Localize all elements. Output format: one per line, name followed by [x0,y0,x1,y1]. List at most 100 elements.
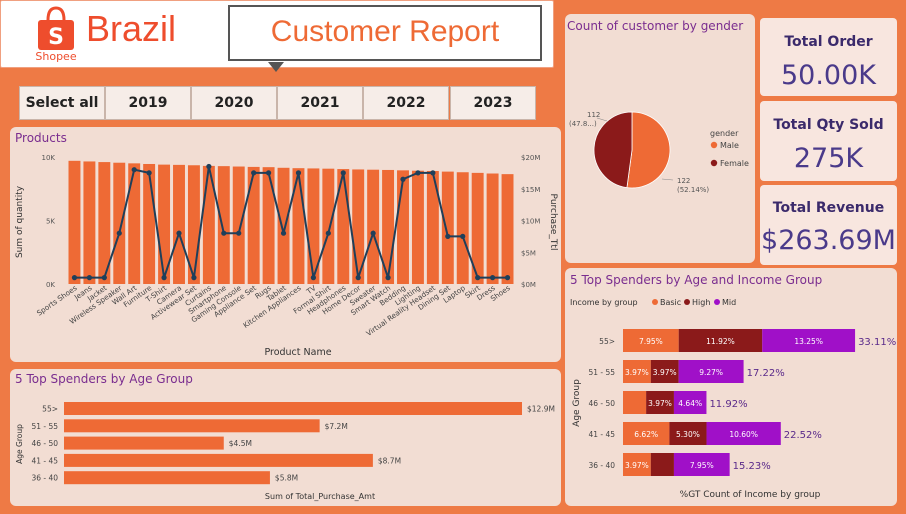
income-bar-mid [673,391,707,414]
product-bar [411,170,424,284]
slicer-year-2022[interactable]: 2022 [363,86,449,120]
legend-marker-male [710,141,718,149]
product-bar [337,169,350,284]
segment-value-label: 4.64% [678,399,702,408]
logo-label: Shopee [35,50,76,62]
y-tick-label: 10K [42,154,56,162]
gender-panel: Count of customer by gender 122 (52.14%) 11… [565,14,755,263]
product-bar [352,169,365,284]
age-category-label: 46 - 50 [31,439,58,448]
age-value-label: $12.9M [527,405,555,414]
y2-tick-label: $10M [521,218,540,226]
purchase-total-point [131,167,137,173]
purchase-total-point [370,230,376,236]
chart-title: Products [15,131,67,145]
kpi-label: Total Revenue [772,200,885,216]
slicer-year-2021[interactable]: 2021 [277,86,363,120]
product-bar [83,161,96,284]
segment-value-label: 5.30% [676,430,700,439]
product-bar [247,166,260,284]
product-bar [173,164,185,284]
product-bar [456,172,469,284]
slicer-year-2023[interactable]: 2023 [450,86,536,120]
row-total-label: 22.52% [784,430,822,441]
income-bar-mid [706,422,781,445]
slicer-year-2020[interactable]: 2020 [191,86,277,120]
legend-label-mid: Mid [722,298,736,307]
kpi-value: 50.00K [780,60,876,91]
age-category-label: 41 - 45 [588,430,615,439]
legend-title: Income by group [570,298,638,307]
age-bar [64,419,320,433]
product-bar [397,170,409,284]
kpi-value: 275K [793,143,864,174]
chart-title: 5 Top Spenders by Age and Income Group [570,273,822,287]
product-bar [292,168,305,284]
purchase-total-point [504,275,511,281]
x-axis-label: %GT Count of Income by group [680,490,821,500]
legend-label-high: High [692,298,710,307]
x-axis-label: Sum of Total_Purchase_Amt [265,492,375,501]
purchase-total-point [490,275,496,281]
slicer-year-2019[interactable]: 2019 [105,86,191,120]
product-bar [322,168,335,284]
purchase-total-point [206,163,212,170]
purchase-total-point [266,170,272,176]
age-category-label: 55> [42,405,58,414]
age-income-chart: 5 Top Spenders by Age and Income Group In… [570,273,896,500]
y-tick-label: 5K [46,218,55,226]
kpi-total-order: Total Order 50.00K [760,18,897,96]
segment-value-label: 6.62% [634,430,658,439]
age-category-label: 46 - 50 [588,399,615,408]
shopee-logo-icon: S Shopee [35,6,77,62]
purchase-total-point [400,176,406,182]
legend-label-female: Female [720,159,749,168]
age-income-panel: 5 Top Spenders by Age and Income Group In… [565,268,897,506]
product-bar [382,169,395,284]
age-category-label: 51 - 55 [31,422,58,431]
income-bar-high [650,453,674,476]
income-bar-basic [623,422,670,445]
age-bar [64,402,522,415]
purchase-total-point [221,230,227,236]
product-bar [262,167,275,284]
purchase-total-point [236,230,242,236]
income-bar-high [646,391,674,414]
y-axis-label: Age Group [15,424,24,464]
y2-axis-label: Purchase_Ttl [548,194,558,251]
income-bar-mid [673,453,730,476]
income-bar-basic [623,453,651,476]
product-bar [128,163,141,284]
purchase-total-point [340,170,346,176]
x-axis-label: Product Name [264,347,331,358]
purchase-total-point [430,170,436,176]
segment-value-label: 11.92% [706,337,735,346]
slicer-select-all[interactable]: Select all [19,86,105,120]
segment-value-label: 7.95% [690,461,714,470]
age-group-chart: 5 Top Spenders by Age Group 55> $12.9M 51 -… [15,372,555,501]
purchase-total-point [71,275,78,281]
purchase-total-point [385,275,391,281]
segment-value-label: 3.97% [625,368,649,377]
segment-value-label: 13.25% [794,337,823,346]
y-axis-label: Sum of quantity [15,185,25,258]
kpi-total-revenue: Total Revenue $263.69M [760,185,897,265]
legend-marker-mid [714,299,720,305]
purchase-total-point [310,275,316,281]
segment-value-label: 10.60% [729,430,758,439]
legend-marker-basic [652,299,658,305]
row-total-label: 15.23% [733,461,771,472]
purchase-total-point [191,275,197,281]
purchase-total-point [116,230,122,236]
age-bar [64,453,373,467]
report-title-box: Customer Report [228,5,542,72]
purchase-total-point [415,170,421,176]
female-label-leader [596,117,608,122]
report-header: S Shopee Brazil Customer Report [0,0,554,72]
purchase-total-point [475,275,481,281]
female-value-label: 112 [587,111,600,119]
legend-marker-female [710,159,718,167]
legend-label-male: Male [720,141,739,150]
y2-tick-label: $5M [521,249,536,257]
income-bar-high [678,329,763,352]
